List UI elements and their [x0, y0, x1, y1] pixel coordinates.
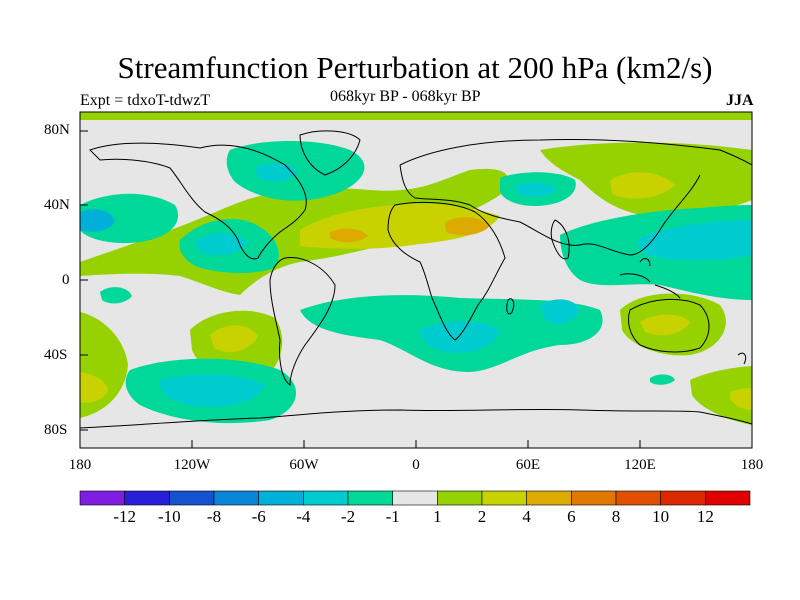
coastlines	[80, 130, 752, 429]
field-negative-region	[540, 299, 580, 325]
y-tick-label: 40S	[44, 347, 68, 363]
field-positive-region	[730, 388, 752, 410]
coastline-south-america	[269, 257, 336, 386]
field-positive-region	[80, 372, 108, 403]
x-tick-label: 120E	[624, 457, 656, 473]
field-positive-region	[690, 366, 752, 425]
colorbar-swatch	[660, 490, 706, 506]
colorbar-label: 1	[433, 507, 442, 526]
colorbar-swatch	[124, 490, 170, 506]
colorbar-swatch	[303, 490, 349, 506]
map-title: Streamfunction Perturbation at 200 hPa (…	[117, 50, 713, 85]
field-negative-region	[420, 321, 500, 354]
field-positive-region	[80, 112, 752, 120]
field-negative-region	[195, 233, 248, 256]
colorbar-label: 8	[611, 507, 621, 526]
colorbar-swatch	[705, 490, 751, 506]
field-positive-region	[610, 172, 675, 199]
colorbar-label: -8	[206, 507, 222, 526]
field-positive-region	[330, 228, 368, 243]
coastline-north-america	[89, 142, 307, 260]
colorbar-label: -6	[251, 507, 266, 526]
colorbar-label: -4	[296, 507, 311, 526]
colorbar-label: -1	[385, 507, 400, 526]
colorbar-swatch	[79, 490, 125, 506]
field-negative-region	[100, 287, 132, 304]
field-negative-region	[80, 193, 179, 244]
colorbar-swatch	[571, 490, 617, 506]
field-negative-region	[159, 374, 265, 407]
coastline-antarctica	[80, 408, 752, 429]
colorbar-label: -2	[340, 507, 356, 526]
colorbar-label: -12	[113, 507, 136, 526]
colorbar-swatch	[213, 490, 259, 506]
colorbar-swatch	[258, 490, 304, 506]
field-positive-region	[445, 217, 490, 236]
experiment-label: Expt = tdxoT-tdwzT	[80, 92, 211, 109]
colorbar-label: 12	[696, 507, 714, 526]
y-tick-label: 0	[62, 272, 70, 288]
coastline-greenland	[299, 130, 361, 176]
field-negative-region	[515, 182, 556, 197]
coastline-india	[550, 219, 570, 260]
coastline-new-zealand	[737, 352, 747, 365]
colorbar-label: 4	[522, 507, 531, 526]
x-tick-label: 120W	[173, 457, 211, 473]
coastline-eurasia	[399, 139, 752, 256]
field-negative-region	[80, 209, 115, 232]
colorbar-label: 2	[477, 507, 487, 526]
y-tick-label: 80N	[44, 122, 70, 138]
coastline-maritime-continent	[619, 258, 681, 299]
colorbar-swatch	[526, 490, 572, 506]
x-tick-label: 0	[412, 457, 420, 473]
colorbar-swatch	[437, 490, 483, 506]
field-positive-region	[210, 325, 258, 352]
colorbar-swatch	[481, 490, 527, 506]
map-field	[80, 112, 752, 448]
field-positive-region	[80, 168, 509, 295]
colorbar-swatch	[615, 490, 661, 506]
colorbar-label: 10	[652, 507, 670, 526]
field-negative-region	[650, 374, 675, 385]
y-tick-label: 80S	[44, 422, 68, 438]
period-label: 068kyr BP - 068kyr BP	[330, 88, 481, 105]
colorbar	[79, 490, 751, 506]
axis-ticks	[80, 130, 641, 448]
x-tick-label: 180	[68, 457, 92, 473]
field-positive-region	[640, 314, 690, 336]
colorbar-swatch	[169, 490, 215, 506]
colorbar-label: 6	[567, 507, 576, 526]
coastline-madagascar	[506, 298, 515, 315]
x-tick-label: 180	[740, 457, 764, 473]
colorbar-label: -10	[157, 507, 181, 526]
x-tick-label: 60W	[289, 457, 319, 473]
colorbar-swatch	[347, 490, 393, 506]
colorbar-swatch	[392, 490, 438, 506]
field-negative-region	[638, 220, 752, 261]
y-tick-label: 40N	[44, 197, 70, 213]
x-tick-label: 60E	[515, 457, 541, 473]
coastline-africa	[387, 201, 506, 341]
season-label: JJA	[726, 92, 754, 109]
coastline-australia	[627, 298, 710, 353]
